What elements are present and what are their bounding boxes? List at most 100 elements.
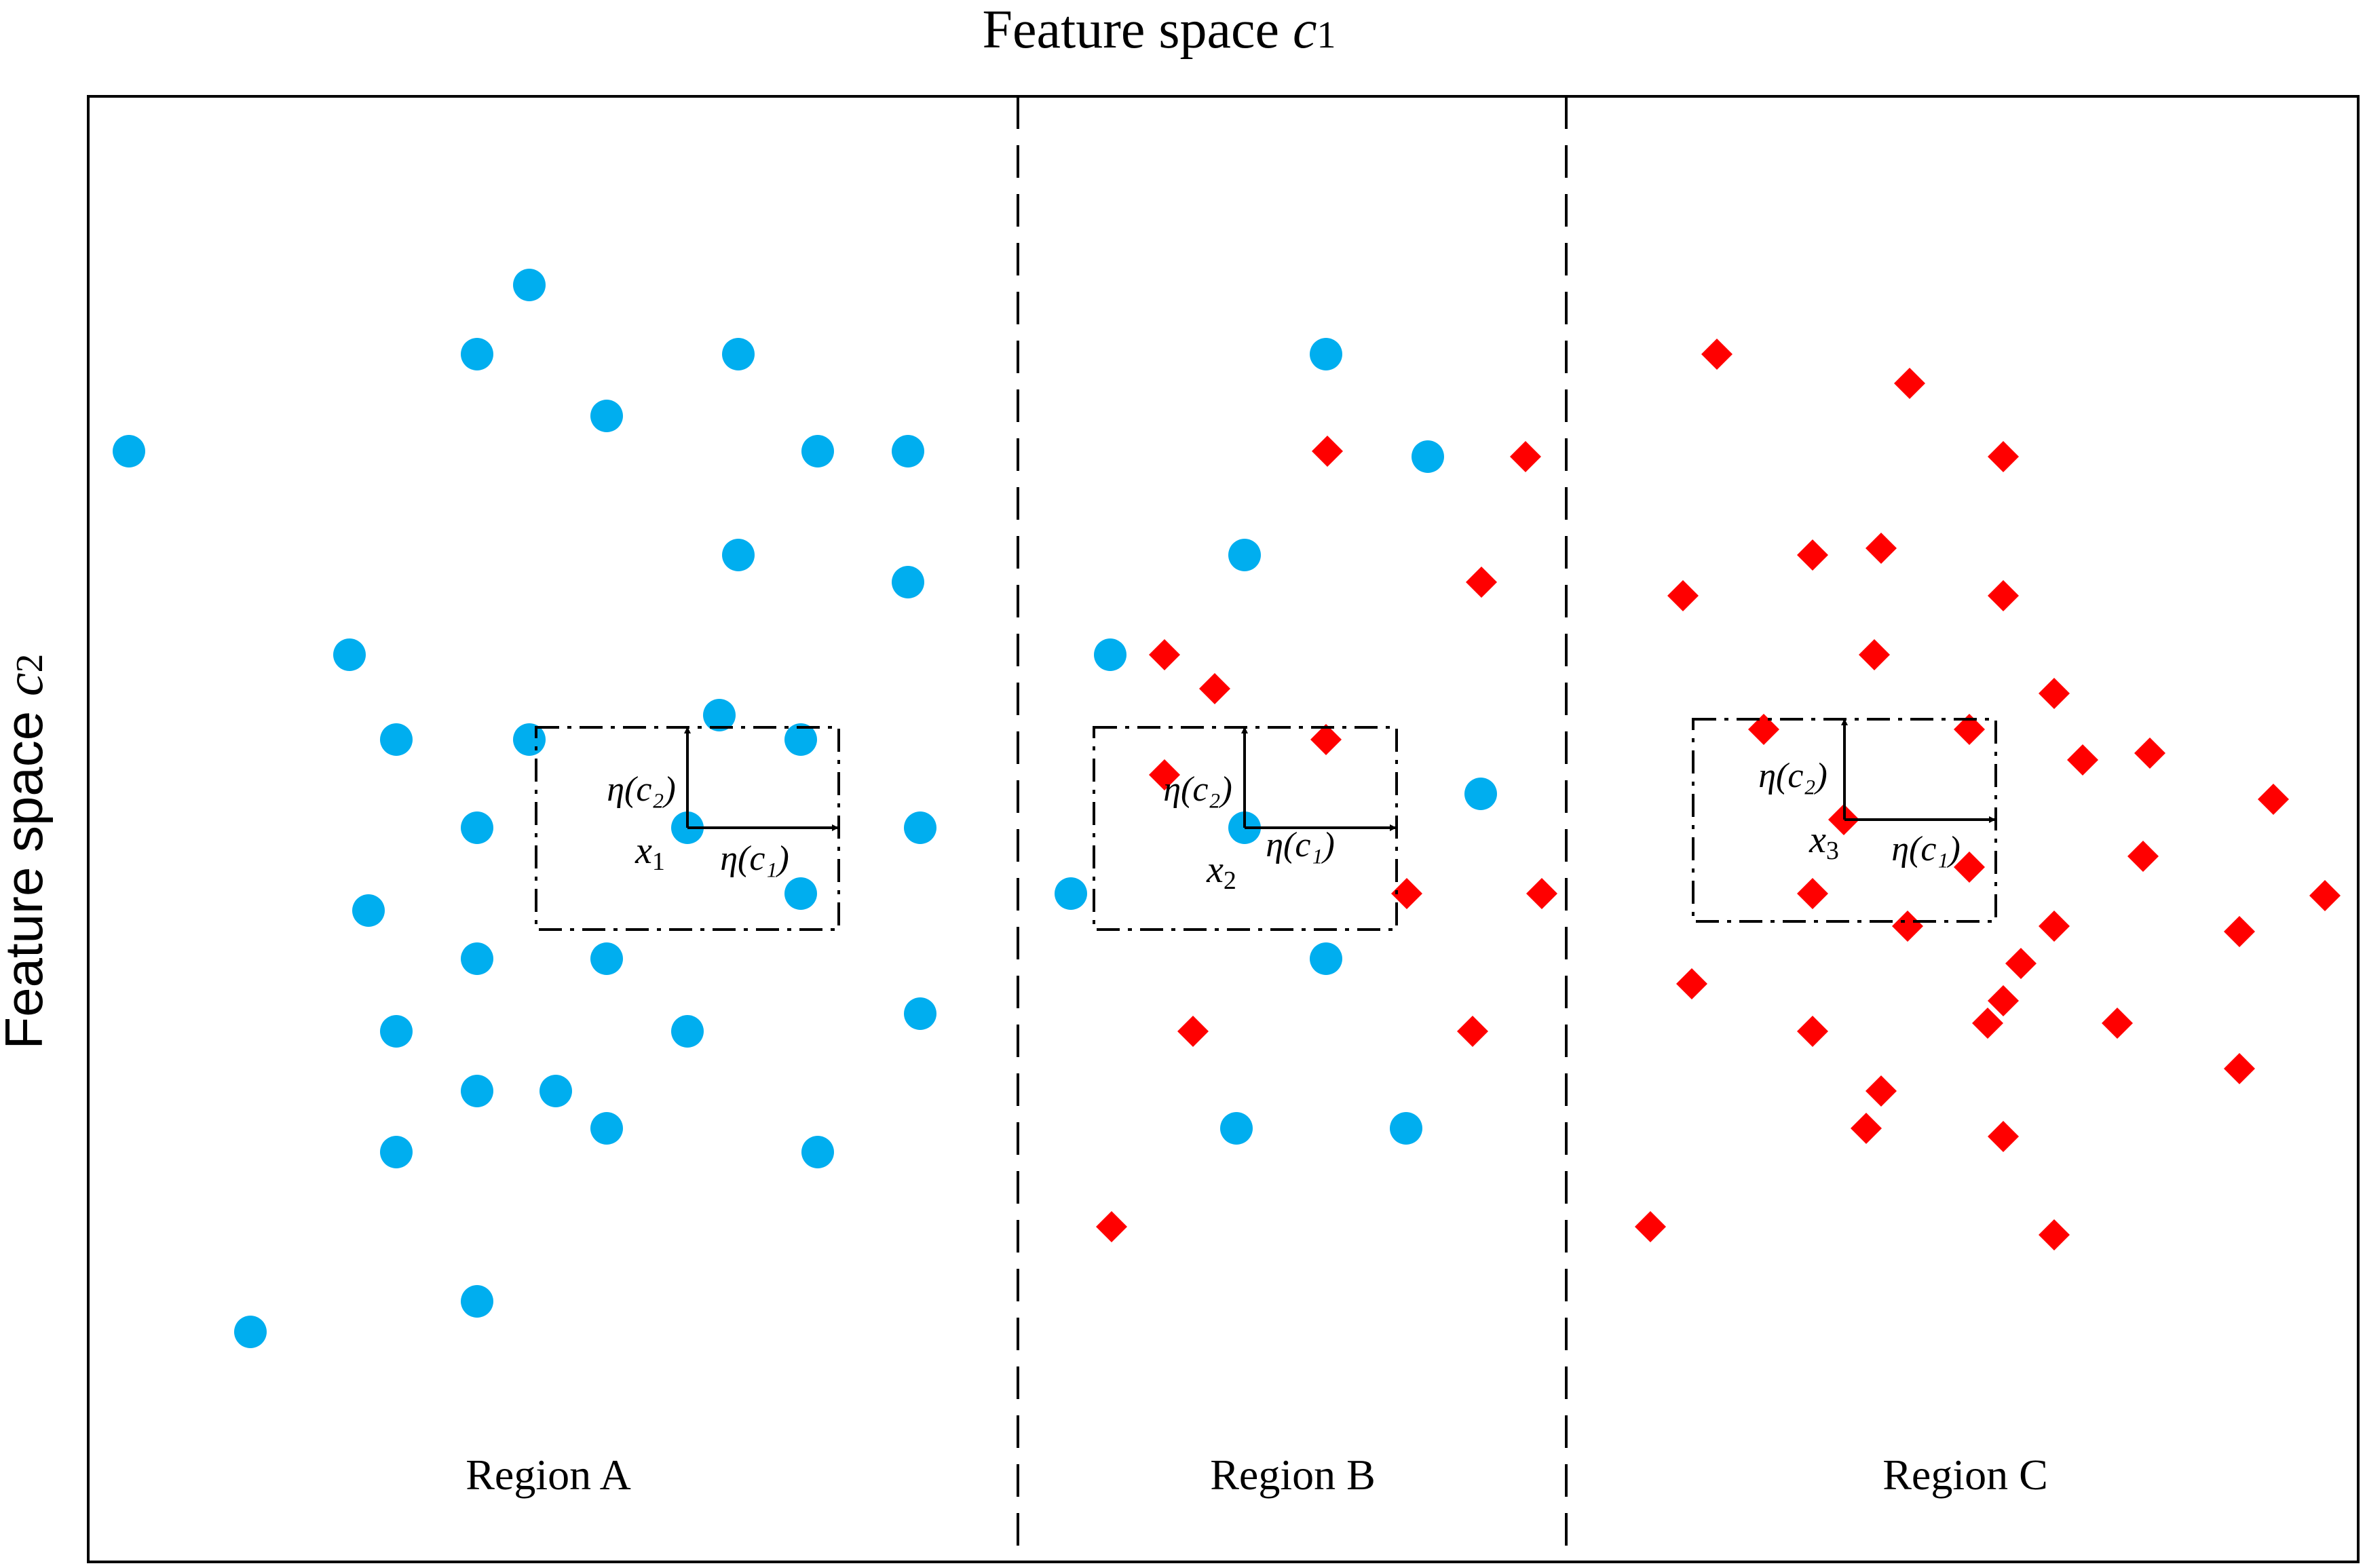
circle-point bbox=[784, 877, 817, 910]
circle-point bbox=[784, 723, 817, 756]
diamond-point bbox=[1972, 1008, 2003, 1039]
diamond-point bbox=[1988, 441, 2019, 472]
circle-point bbox=[671, 1015, 704, 1048]
point-x2-label: x2 bbox=[1206, 849, 1236, 895]
diamond-point bbox=[2039, 1219, 2070, 1250]
diamond-point bbox=[1096, 1211, 1127, 1242]
diamond-point bbox=[1510, 441, 1541, 472]
diamond-point bbox=[2127, 841, 2159, 872]
neighborhood-x3: η(c₂) η(c₁) x3 bbox=[1692, 718, 1997, 923]
circle-point bbox=[352, 894, 385, 927]
diamond-point bbox=[1797, 878, 1828, 909]
diamond-point bbox=[1866, 533, 1897, 564]
circle-point bbox=[1464, 778, 1497, 810]
diamond-point bbox=[2067, 744, 2098, 776]
circle-point bbox=[703, 699, 736, 731]
circle-point bbox=[461, 1285, 493, 1318]
feature-space-c1-title: Feature space c1 bbox=[982, 0, 1336, 60]
diamond-point bbox=[1954, 852, 1985, 883]
plot-frame bbox=[87, 95, 2360, 1563]
circle-point bbox=[590, 942, 623, 975]
diamond-point bbox=[1312, 436, 1343, 467]
circle-point bbox=[1220, 1112, 1253, 1145]
circle-point bbox=[590, 1112, 623, 1145]
circle-point bbox=[892, 435, 924, 467]
diamond-point bbox=[1866, 1075, 1897, 1107]
diamond-point bbox=[1310, 724, 1342, 755]
circle-point bbox=[1094, 638, 1126, 671]
diamond-point bbox=[1851, 1113, 1882, 1144]
diamond-point bbox=[1892, 911, 1923, 942]
circle-point bbox=[1055, 877, 1087, 910]
diamond-point bbox=[1466, 567, 1497, 598]
diamond-point bbox=[1457, 1016, 1488, 1047]
circle-point bbox=[1310, 338, 1342, 370]
eta-c1-label: η(c₁) bbox=[720, 839, 789, 878]
data-points bbox=[113, 269, 2341, 1348]
circle-point bbox=[1390, 1112, 1422, 1145]
diamond-point bbox=[1988, 1121, 2019, 1152]
diamond-point bbox=[1859, 639, 1890, 670]
eta-c2-label: η(c₂) bbox=[607, 770, 676, 809]
circle-point bbox=[722, 539, 755, 571]
diamond-point bbox=[1676, 968, 1707, 999]
diamond-point bbox=[1797, 1016, 1828, 1047]
diamond-point bbox=[1701, 339, 1732, 370]
circle-point bbox=[801, 1136, 834, 1168]
diamond-point bbox=[1954, 714, 1985, 745]
circle-point bbox=[380, 723, 413, 756]
region-c-label: Region C bbox=[1882, 1451, 2048, 1499]
point-x1-label: x1 bbox=[635, 830, 665, 876]
diamond-point bbox=[1177, 1016, 1209, 1047]
diamond-point bbox=[1391, 878, 1422, 909]
eta-c1-label: η(c₁) bbox=[1266, 826, 1335, 864]
diamond-point bbox=[2039, 678, 2070, 709]
diamond-point bbox=[2258, 784, 2289, 815]
diamond-point bbox=[1199, 673, 1230, 704]
point-x3-label: x3 bbox=[1809, 819, 1839, 865]
eta-c2-label: η(c₂) bbox=[1163, 770, 1232, 809]
circle-point bbox=[722, 338, 755, 370]
circle-point bbox=[892, 566, 924, 598]
circle-point bbox=[904, 997, 936, 1030]
diamond-point bbox=[1635, 1211, 1666, 1242]
diamond-point bbox=[1149, 759, 1180, 790]
diamond-point bbox=[1667, 580, 1699, 611]
diamond-point bbox=[2134, 738, 2165, 769]
circle-point bbox=[904, 811, 936, 844]
diamond-point bbox=[2005, 948, 2037, 979]
region-b-label: Region B bbox=[1210, 1451, 1376, 1499]
diamond-point bbox=[2309, 880, 2341, 911]
circle-point bbox=[1412, 440, 1444, 473]
neighborhood-x1: η(c₂) η(c₁) x1 bbox=[535, 726, 840, 931]
diamond-point bbox=[1149, 639, 1180, 670]
circle-point bbox=[513, 269, 546, 301]
circle-point bbox=[234, 1316, 267, 1348]
diamond-point bbox=[1988, 580, 2019, 611]
circle-point bbox=[1228, 539, 1261, 571]
region-a-label: Region A bbox=[466, 1451, 631, 1499]
neighborhood-x2: η(c₂) η(c₁) x2 bbox=[1093, 726, 1398, 931]
eta-c2-label: η(c₂) bbox=[1758, 757, 1828, 795]
diamond-point bbox=[2039, 911, 2070, 942]
diamond-point bbox=[1797, 539, 1828, 571]
circle-point bbox=[380, 1015, 413, 1048]
diamond-point bbox=[2102, 1008, 2133, 1039]
diamond-point bbox=[2224, 916, 2255, 947]
circle-point bbox=[590, 400, 623, 432]
circle-point bbox=[461, 942, 493, 975]
circle-point bbox=[539, 1075, 572, 1107]
circle-point bbox=[461, 1075, 493, 1107]
diamond-point bbox=[1526, 878, 1557, 909]
circle-point bbox=[461, 811, 493, 844]
diamond-point bbox=[1894, 368, 1925, 399]
circle-point bbox=[461, 338, 493, 370]
feature-space-c2-title: Feature space c2 bbox=[0, 654, 54, 1050]
circle-point bbox=[113, 435, 145, 467]
circle-point bbox=[380, 1136, 413, 1168]
diamond-point bbox=[1748, 714, 1779, 745]
diamond-point bbox=[2224, 1053, 2255, 1084]
circle-point bbox=[801, 435, 834, 467]
circle-point bbox=[1310, 942, 1342, 975]
